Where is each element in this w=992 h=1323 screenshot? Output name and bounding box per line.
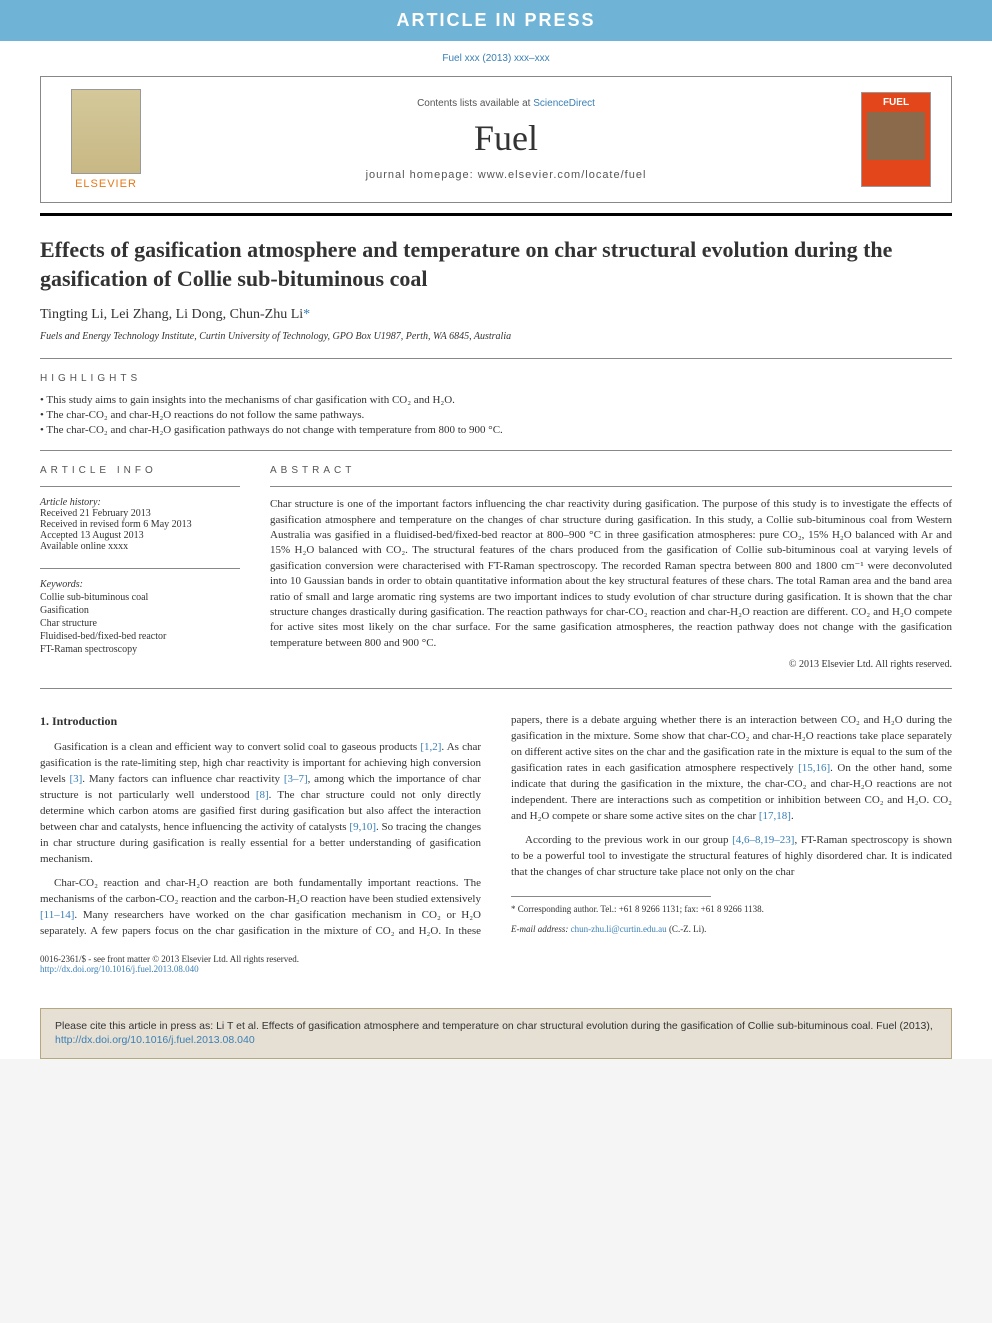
homepage-prefix: journal homepage: [366, 169, 478, 181]
text: Gasification is a clean and efficient wa… [54, 741, 420, 753]
elsevier-logo-block: ELSEVIER [61, 89, 151, 190]
article-content: Effects of gasification atmosphere and t… [0, 216, 992, 994]
rule [270, 486, 952, 487]
keyword: Char structure [40, 618, 240, 629]
cite-doi-link[interactable]: http://dx.doi.org/10.1016/j.fuel.2013.08… [55, 1034, 255, 1046]
text: Char-CO₂ reaction and char-H₂O reaction … [40, 877, 481, 905]
ref-link[interactable]: [15,16] [798, 762, 830, 774]
email-note: E-mail address: chun-zhu.li@curtin.edu.a… [511, 923, 952, 936]
journal-cover-thumbnail: FUEL [861, 92, 931, 187]
corresponding-mark: * [303, 307, 310, 322]
history-block: Article history: Received 21 February 20… [40, 497, 240, 552]
homepage-url[interactable]: www.elsevier.com/locate/fuel [478, 169, 647, 181]
intro-heading: 1. Introduction [40, 713, 481, 730]
elsevier-tree-icon [71, 89, 141, 174]
cover-title: FUEL [883, 97, 909, 108]
highlights-label: HIGHLIGHTS [40, 373, 952, 384]
ref-link[interactable]: [11–14] [40, 909, 74, 921]
highlight-item: The char-CO₂ and char-H₂O gasification p… [40, 424, 952, 436]
rule [40, 568, 240, 569]
journal-name: Fuel [151, 117, 861, 159]
header-center: Contents lists available at ScienceDirec… [151, 98, 861, 181]
article-title: Effects of gasification atmosphere and t… [40, 236, 952, 293]
rule [40, 688, 952, 689]
highlight-item: This study aims to gain insights into th… [40, 394, 952, 406]
contents-available: Contents lists available at ScienceDirec… [151, 98, 861, 109]
page-container: ARTICLE IN PRESS Fuel xxx (2013) xxx–xxx… [0, 0, 992, 1059]
authors-names: Tingting Li, Lei Zhang, Li Dong, Chun-Zh… [40, 307, 303, 322]
cite-box: Please cite this article in press as: Li… [40, 1008, 952, 1059]
ref-link[interactable]: [17,18] [759, 810, 791, 822]
text: According to the previous work in our gr… [525, 834, 732, 846]
article-in-press-banner: ARTICLE IN PRESS [0, 0, 992, 41]
keywords-block: Keywords: Collie sub-bituminous coal Gas… [40, 579, 240, 655]
keyword: Gasification [40, 605, 240, 616]
info-abstract-row: ARTICLE INFO Article history: Received 2… [40, 465, 952, 670]
cite-text: Please cite this article in press as: Li… [55, 1020, 933, 1032]
affiliation: Fuels and Energy Technology Institute, C… [40, 331, 952, 342]
rule [40, 450, 952, 451]
abstract-column: ABSTRACT Char structure is one of the im… [270, 465, 952, 670]
text: . [791, 810, 794, 822]
keyword: Collie sub-bituminous coal [40, 592, 240, 603]
elsevier-label: ELSEVIER [75, 178, 137, 190]
history-label: Article history: [40, 497, 240, 508]
abstract-copyright: © 2013 Elsevier Ltd. All rights reserved… [270, 659, 952, 670]
journal-homepage: journal homepage: www.elsevier.com/locat… [151, 169, 861, 181]
rule [40, 358, 952, 359]
history-item: Received 21 February 2013 [40, 508, 240, 519]
keyword: Fluidised-bed/fixed-bed reactor [40, 631, 240, 642]
history-item: Received in revised form 6 May 2013 [40, 519, 240, 530]
history-item: Available online xxxx [40, 541, 240, 552]
copyright-block: 0016-2361/$ - see front matter © 2013 El… [40, 954, 952, 974]
highlights-list: This study aims to gain insights into th… [40, 394, 952, 436]
body-paragraph: According to the previous work in our gr… [511, 833, 952, 881]
body-paragraph: Gasification is a clean and efficient wa… [40, 740, 481, 868]
journal-header: ELSEVIER Contents lists available at Sci… [40, 76, 952, 203]
keyword: FT-Raman spectroscopy [40, 644, 240, 655]
footnote-rule [511, 896, 711, 897]
article-info-label: ARTICLE INFO [40, 465, 240, 476]
body-section: 1. Introduction Gasification is a clean … [40, 713, 952, 940]
ref-link[interactable]: [4,6–8,19–23] [732, 834, 794, 846]
ref-link[interactable]: [1,2] [420, 741, 441, 753]
ref-link[interactable]: [8] [256, 789, 269, 801]
email-suffix: (C.-Z. Li). [669, 924, 707, 934]
front-matter: 0016-2361/$ - see front matter © 2013 El… [40, 954, 952, 964]
ref-link[interactable]: [9,10] [349, 821, 376, 833]
contents-prefix: Contents lists available at [417, 98, 533, 109]
citation-line: Fuel xxx (2013) xxx–xxx [0, 41, 992, 76]
doi-link[interactable]: http://dx.doi.org/10.1016/j.fuel.2013.08… [40, 964, 199, 974]
rule [40, 486, 240, 487]
email-link[interactable]: chun-zhu.li@curtin.edu.au [571, 924, 667, 934]
text: . Many factors can influence char reacti… [82, 773, 284, 785]
email-label: E-mail address: [511, 924, 568, 934]
corresponding-note: * Corresponding author. Tel.: +61 8 9266… [511, 903, 952, 916]
body-columns: 1. Introduction Gasification is a clean … [40, 713, 952, 940]
cover-image [867, 112, 925, 160]
keywords-label: Keywords: [40, 579, 240, 590]
article-info-column: ARTICLE INFO Article history: Received 2… [40, 465, 240, 670]
abstract-label: ABSTRACT [270, 465, 952, 476]
sciencedirect-link[interactable]: ScienceDirect [533, 98, 595, 109]
highlight-item: The char-CO₂ and char-H₂O reactions do n… [40, 409, 952, 421]
authors-line: Tingting Li, Lei Zhang, Li Dong, Chun-Zh… [40, 307, 952, 323]
ref-link[interactable]: [3] [69, 773, 82, 785]
history-item: Accepted 13 August 2013 [40, 530, 240, 541]
abstract-text: Char structure is one of the important f… [270, 497, 952, 651]
ref-link[interactable]: [3–7] [284, 773, 308, 785]
